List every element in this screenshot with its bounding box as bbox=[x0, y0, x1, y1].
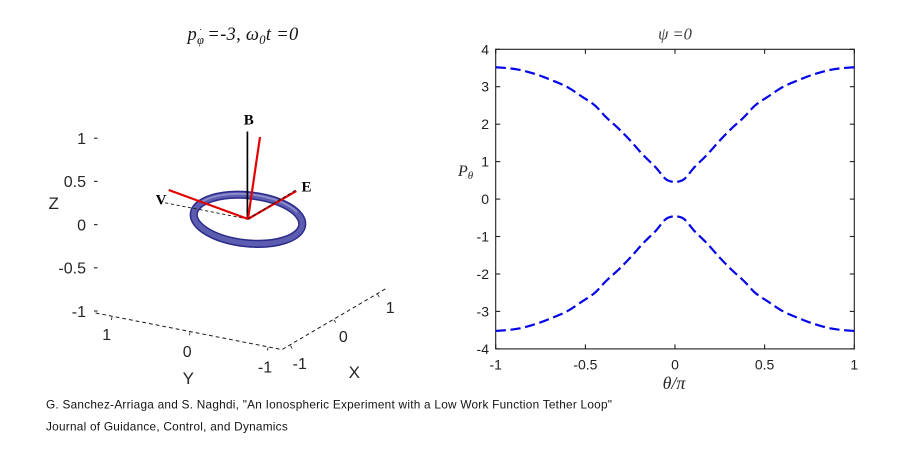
svg-text:Y: Y bbox=[183, 369, 194, 388]
svg-text:-4: -4 bbox=[477, 341, 490, 357]
svg-text:-1: -1 bbox=[293, 356, 307, 373]
svg-text:pφ˙ =-3, ω0t =0: pφ˙ =-3, ω0t =0 bbox=[185, 25, 299, 47]
svg-text:-1: -1 bbox=[477, 229, 490, 245]
svg-text:E: E bbox=[301, 180, 311, 196]
svg-text:2: 2 bbox=[481, 116, 489, 132]
svg-text:-1: -1 bbox=[489, 357, 502, 373]
svg-text:1: 1 bbox=[102, 327, 111, 344]
svg-text:4: 4 bbox=[481, 41, 489, 57]
svg-text:B: B bbox=[244, 112, 254, 128]
svg-text:0.5: 0.5 bbox=[755, 357, 775, 373]
svg-text:0.5: 0.5 bbox=[64, 174, 86, 191]
svg-text:3: 3 bbox=[481, 79, 489, 95]
svg-text:1: 1 bbox=[481, 154, 489, 170]
svg-text:1: 1 bbox=[850, 357, 858, 373]
svg-text:1: 1 bbox=[386, 300, 395, 317]
svg-text:Z: Z bbox=[49, 194, 59, 213]
svg-text:0: 0 bbox=[481, 191, 489, 207]
svg-text:0: 0 bbox=[671, 357, 679, 373]
svg-text:-1: -1 bbox=[72, 304, 86, 321]
svg-text:X: X bbox=[349, 363, 360, 382]
svg-text:1: 1 bbox=[77, 131, 86, 148]
svg-text:G. Sanchez-Arriaga and S. Nagh: G. Sanchez-Arriaga and S. Naghdi, "An Io… bbox=[46, 397, 612, 411]
svg-text:0: 0 bbox=[183, 344, 192, 361]
svg-text:ψ =0: ψ =0 bbox=[658, 25, 693, 44]
svg-text:-3: -3 bbox=[477, 303, 490, 319]
svg-text:-2: -2 bbox=[477, 266, 490, 282]
svg-text:θ/π: θ/π bbox=[663, 373, 687, 393]
svg-text:V: V bbox=[156, 193, 167, 209]
svg-text:Journal of Guidance, Control,: Journal of Guidance, Control, and Dynami… bbox=[46, 419, 288, 433]
svg-text:-0.5: -0.5 bbox=[58, 261, 86, 278]
svg-text:-0.5: -0.5 bbox=[573, 357, 597, 373]
svg-text:0: 0 bbox=[77, 217, 86, 234]
svg-text:-1: -1 bbox=[258, 360, 272, 377]
svg-text:0: 0 bbox=[339, 329, 348, 346]
